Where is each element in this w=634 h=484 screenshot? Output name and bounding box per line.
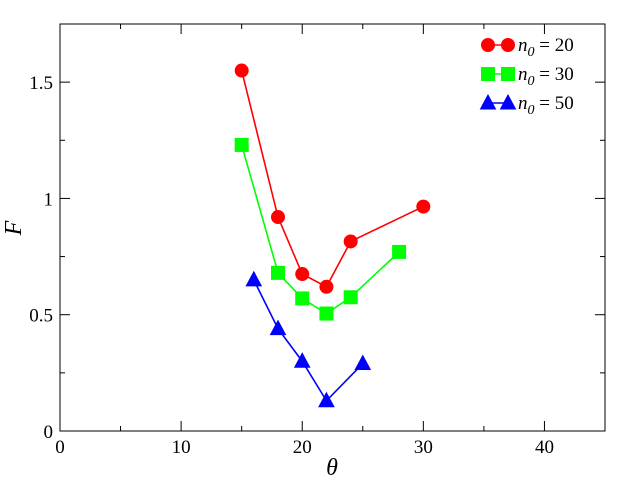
- data-point: [234, 137, 249, 152]
- data-point: [245, 270, 263, 287]
- data-point: [343, 234, 358, 249]
- series-1: [234, 63, 431, 294]
- data-point: [271, 210, 285, 225]
- legend-label: n0 = 30: [518, 64, 574, 89]
- series-line: [240, 70, 424, 288]
- legend-marker: [481, 38, 495, 52]
- x-tick-label: 40: [535, 437, 554, 458]
- legend-marker: [481, 67, 495, 81]
- y-tick-label: 0.5: [29, 306, 53, 327]
- x-axis-title: θ: [326, 455, 338, 481]
- data-point: [293, 352, 311, 368]
- series-layer: [234, 63, 431, 408]
- data-point: [271, 265, 285, 280]
- x-tick-label: 20: [293, 437, 312, 458]
- data-point: [416, 199, 431, 214]
- legend-label: n0 = 50: [518, 93, 574, 118]
- legend-entry: n0 = 30: [481, 64, 574, 89]
- y-tick-label: 0: [44, 422, 54, 443]
- legend-entry: n0 = 50: [479, 93, 574, 118]
- legend: n0 = 20 n0 = 30 n0 = 50: [479, 35, 574, 118]
- x-tick-label: 30: [414, 437, 433, 458]
- x-tick-labels: 0 10 20 30 40: [55, 437, 554, 458]
- data-point: [392, 244, 407, 259]
- y-tick-labels: 0 0.5 1 1.5: [29, 73, 53, 443]
- data-point: [319, 306, 334, 321]
- data-point: [234, 63, 249, 78]
- legend-entry: n0 = 20: [481, 35, 574, 60]
- data-point: [319, 279, 334, 294]
- x-tick-label: 0: [55, 437, 65, 458]
- x-tick-label: 10: [172, 437, 191, 458]
- series-2: [234, 137, 407, 321]
- y-axis-title: F: [1, 220, 27, 236]
- data-point: [269, 319, 287, 336]
- data-point: [354, 354, 372, 371]
- data-point: [343, 290, 358, 305]
- plot-frame: [59, 23, 606, 432]
- axis-ticks: [59, 24, 605, 432]
- series-line: [240, 144, 400, 315]
- legend-marker: [499, 93, 517, 110]
- y-tick-label: 1.5: [29, 73, 53, 94]
- data-point: [318, 391, 335, 408]
- legend-marker: [479, 93, 497, 110]
- legend-label: n0 = 20: [518, 35, 574, 60]
- data-point: [295, 291, 310, 306]
- legend-marker: [501, 38, 515, 52]
- legend-marker: [501, 67, 515, 81]
- series-3: [245, 270, 372, 408]
- y-tick-label: 1: [44, 189, 54, 210]
- data-point: [295, 267, 310, 282]
